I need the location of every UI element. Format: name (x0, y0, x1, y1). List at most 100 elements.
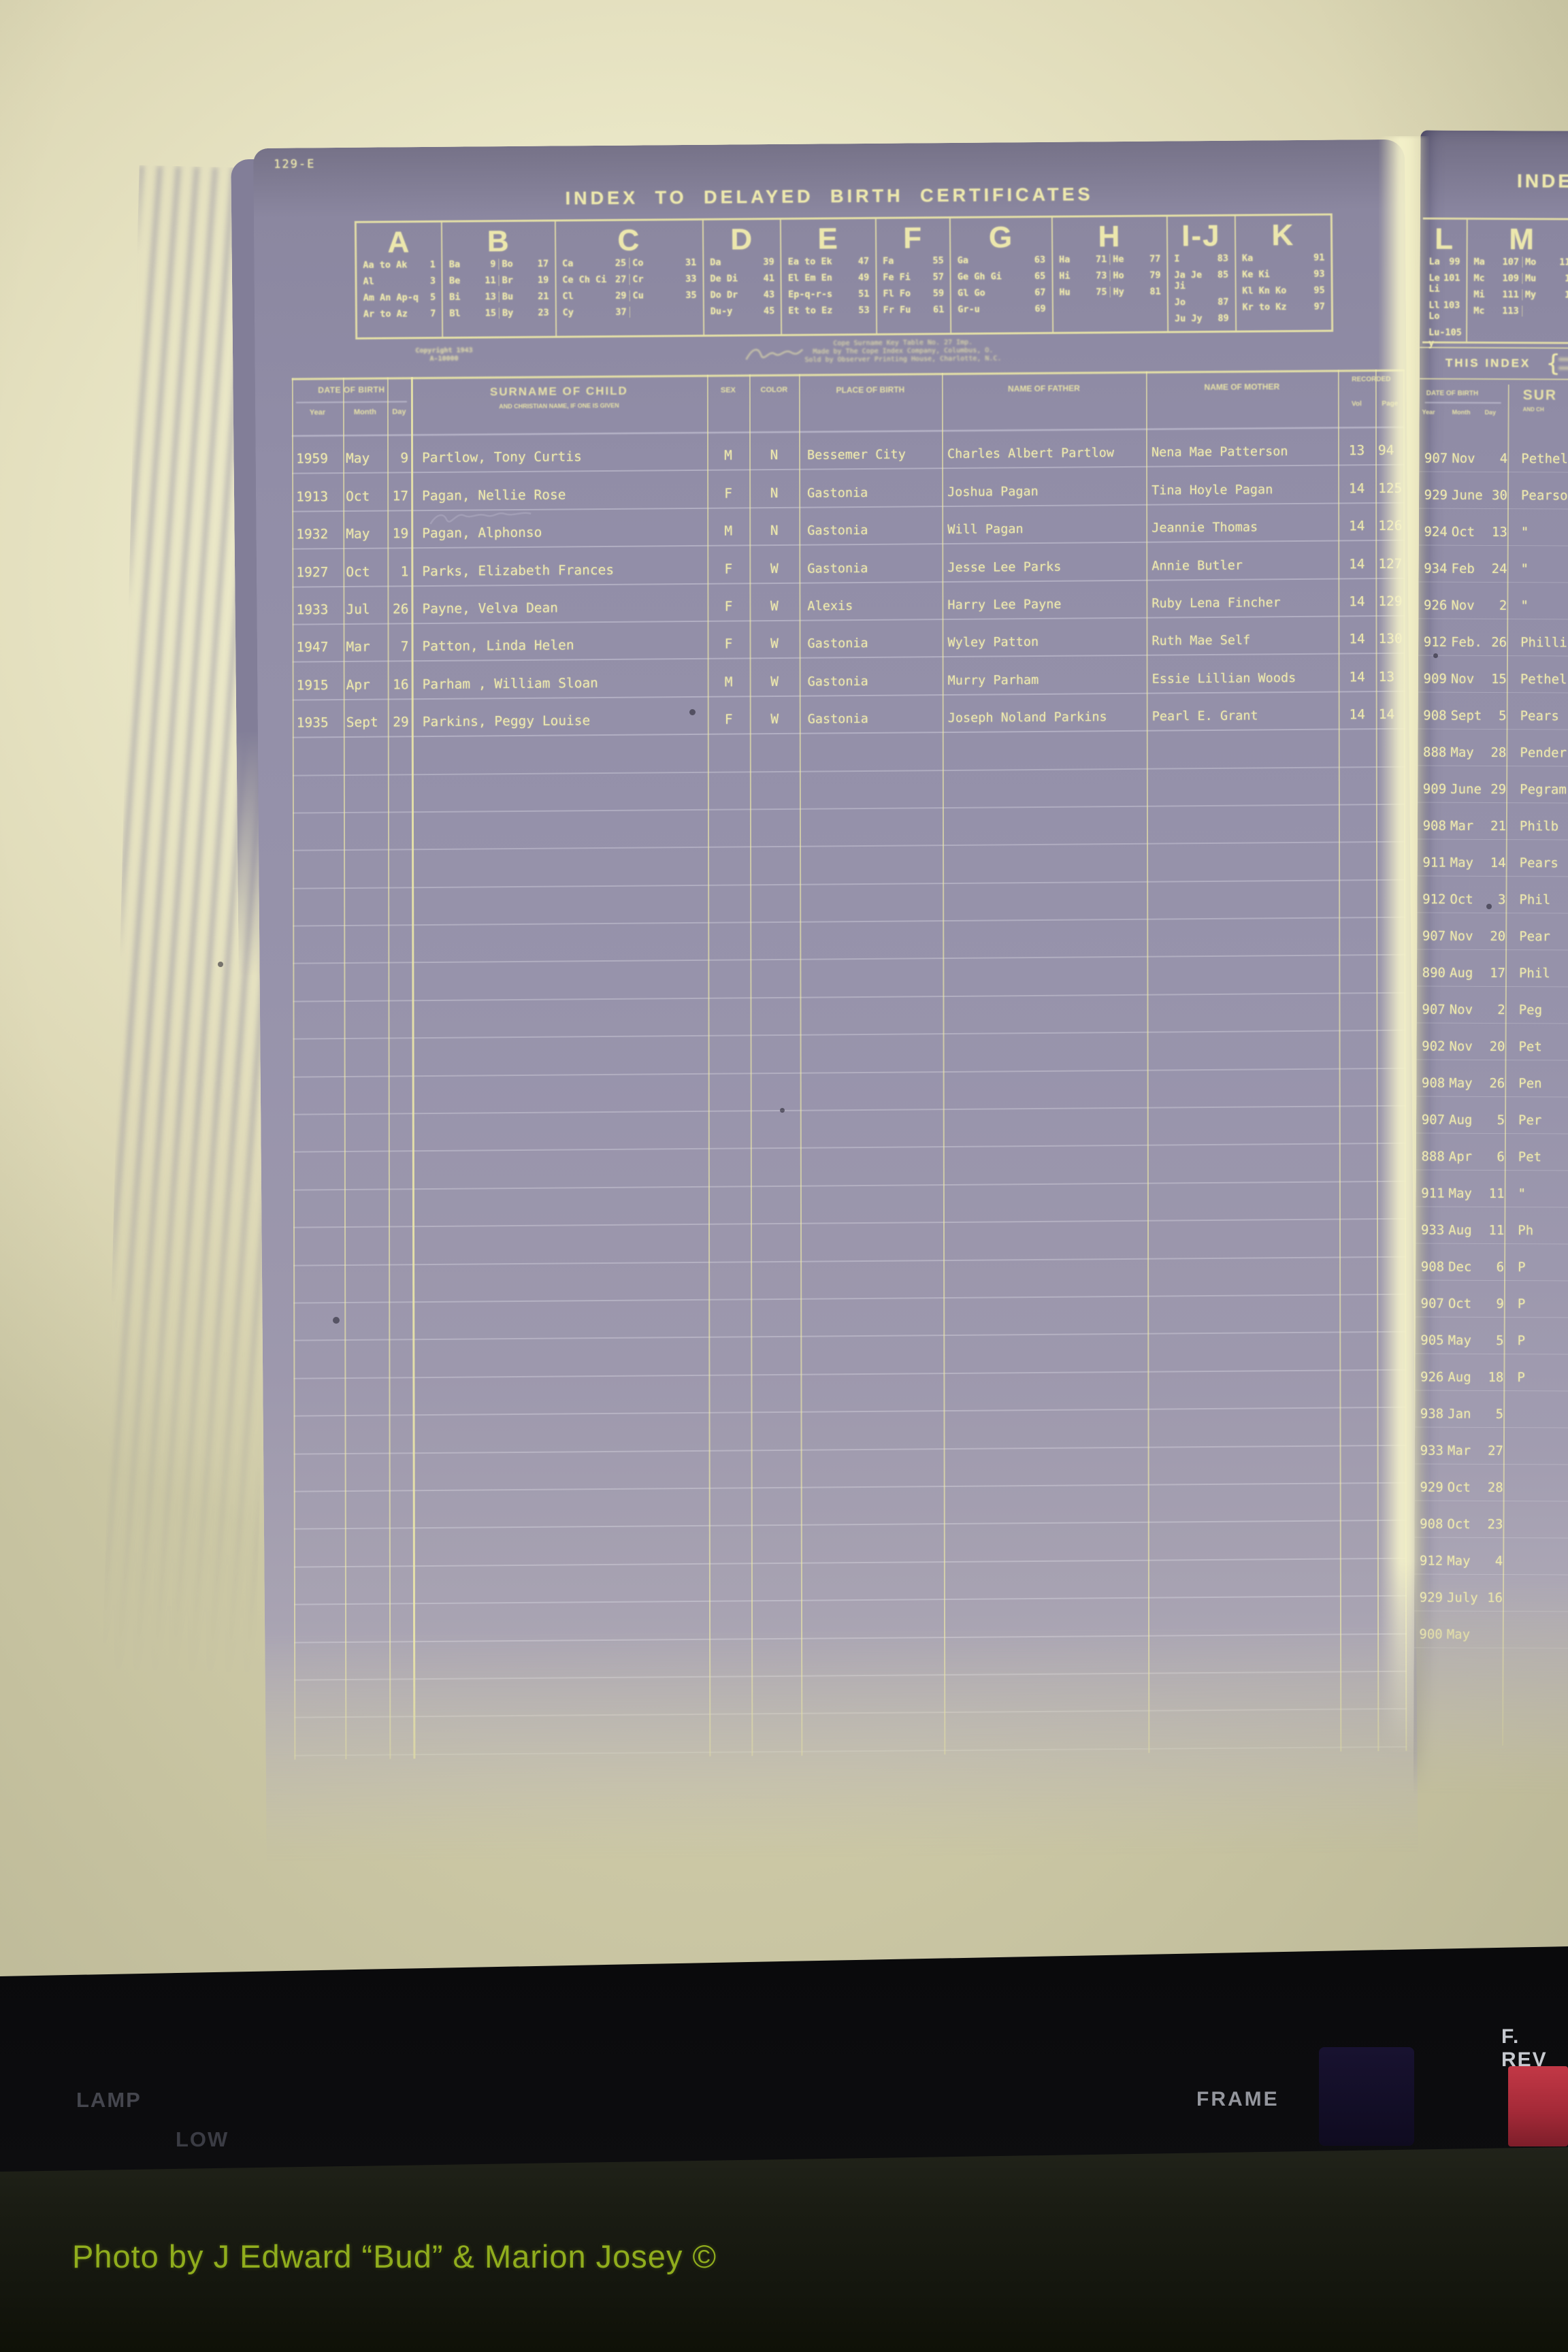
cell-day: 27 (1487, 1443, 1503, 1459)
cell-day: 5 (1495, 1407, 1504, 1422)
alpha-page: 77 (1149, 253, 1161, 265)
cell-place-of-birth: Gastonia (807, 485, 868, 501)
cell-month: Jul (346, 601, 370, 617)
cell-child-name: P (1518, 1260, 1526, 1275)
alpha-range: Ca (562, 258, 574, 270)
alpha-entry: Ba 9 (446, 259, 499, 270)
dark-console-button (1319, 2047, 1414, 2146)
cell-child-name: P (1517, 1333, 1526, 1349)
alpha-page: 45 (763, 305, 775, 317)
alpha-entry: Kl Kn Ko 95 (1239, 285, 1328, 297)
alpha-entry: Ge Gh Gi 65 (955, 271, 1048, 282)
page-number: 129-E (274, 157, 316, 172)
alpha-entry-row: Ar to Az 7 (357, 308, 442, 320)
right-table-row: 890 Aug 17 Phil (1416, 949, 1568, 987)
cell-month: June (1450, 781, 1482, 797)
alpha-page: 43 (763, 289, 775, 301)
cell-day: 9 (1496, 1296, 1504, 1312)
alpha-entry: Bl 15 (446, 308, 499, 319)
lamp-label: LAMP (76, 2088, 142, 2112)
cell-month: May (1450, 745, 1474, 760)
alpha-entry: My 1 (1521, 289, 1568, 301)
cell-color: N (770, 485, 779, 501)
alpha-entry: Ke Ki 93 (1239, 269, 1328, 280)
alpha-entry-row: Al 3 (357, 276, 442, 287)
cell-month: Jan (1448, 1406, 1471, 1422)
alpha-range: Ma (1473, 256, 1485, 267)
cell-mother-name: Pearl E. Grant (1152, 708, 1258, 724)
alpha-page: 93 (1313, 268, 1325, 280)
right-table-row: 926 Aug 18 P (1415, 1354, 1568, 1392)
alpha-entry: Ll Lo 103 (1426, 300, 1463, 322)
alpha-entry: Bu 21 (498, 291, 552, 303)
cell-sex: M (724, 674, 733, 690)
alpha-entry: Fa 55 (880, 255, 947, 267)
cell-child-name (1503, 1569, 1516, 1574)
table-body: 1959 May 9 Partlow, Tony Curtis M N Bessemer C… (292, 427, 1407, 1757)
alpha-entry: Cu 35 (629, 289, 700, 301)
alpha-range: Fa (883, 255, 894, 267)
right-table-row: 912 Feb. 26 Philli (1418, 619, 1568, 657)
alpha-range: My (1524, 289, 1537, 301)
right-alphabet-key-grid: L La 99 Le Li 101 Ll Lo 103 Lu-y 105 M Ma 107 Mo 11 Mc… (1422, 217, 1568, 349)
cell-day: 26 (1491, 634, 1507, 651)
right-table-row: 905 May 5 P (1415, 1317, 1568, 1355)
illegible-print (1558, 366, 1568, 370)
cell-day: 2 (1497, 1002, 1505, 1018)
alpha-range: Ba (448, 259, 461, 270)
alpha-column-G: G Ga 63 Ge Gh Gi 65 Gl Go 67 Gr-u 69 (949, 217, 1052, 333)
cell-child-name: Pet (1518, 1039, 1542, 1055)
right-table-row: 907 Nov 4 Pethel (1419, 435, 1568, 473)
cell-color: W (770, 636, 779, 652)
cell-father-name: Wyley Patton (947, 635, 1039, 651)
cell-day: 19 (392, 525, 409, 542)
alpha-entry: Mc 113 (1471, 306, 1522, 316)
cell-child-name: Pears (1520, 708, 1559, 724)
alpha-entry-row: Fe Fi 57 (877, 272, 950, 283)
alpha-page: 113 (1502, 306, 1519, 317)
right-table-row: 907 Aug 5 Per (1416, 1096, 1568, 1134)
cell-month: May (1446, 1627, 1471, 1642)
alpha-letter: G (988, 220, 1014, 255)
alpha-range: Br (502, 275, 513, 287)
alpha-entry: Br 19 (498, 274, 552, 287)
right-table-row: 929 Oct 28 (1414, 1464, 1568, 1502)
alpha-range: Ka (1241, 252, 1254, 264)
alpha-range: Ep-q-r-s (788, 289, 833, 300)
alpha-letter: E (817, 222, 840, 256)
alpha-column-C: C Ca 25 Co 31 Ce Ch Ci 27 Cr 33 Cl 29 Cu 35 Cy 37 (554, 220, 704, 336)
cell-day: 11 (1488, 1186, 1505, 1202)
cell-month: Mar (1447, 1443, 1471, 1458)
cell-month: Sept (1450, 708, 1482, 723)
cell-day: 14 (1490, 855, 1506, 871)
copyright-note: Copyright 1943 A-10000 (415, 346, 473, 363)
header-divider (295, 401, 407, 404)
alpha-range: Be (448, 275, 461, 287)
alpha-page: 111 (1502, 289, 1519, 301)
cell-color: W (770, 711, 779, 728)
alpha-page: 23 (538, 307, 549, 318)
alpha-entry: Ea to Ek 47 (785, 256, 872, 267)
cell-child-name: P (1517, 1296, 1526, 1312)
alpha-letter: K (1271, 218, 1295, 252)
cell-month: Nov (1452, 451, 1475, 466)
cell-mother-name: Tina Hoyle Pagan (1152, 483, 1273, 498)
cell-year: 1913 (296, 488, 329, 505)
cell-month: Nov (1449, 1039, 1473, 1054)
right-table-row: 924 Oct 13 " (1418, 508, 1568, 546)
cell-child-name: Pethel (1521, 451, 1568, 467)
maker-note: Cope Surname Key Table No. 27 Imp. Made … (804, 338, 1002, 364)
alpha-entry-row: Cl 29 Cu 35 (556, 289, 702, 302)
alpha-page: 1 (429, 259, 436, 270)
right-table-row: 926 Nov 2 " (1418, 582, 1568, 620)
cell-child-name (1503, 1532, 1516, 1537)
alpha-entry: Al 3 (360, 276, 438, 287)
cell-day: 17 (1490, 965, 1506, 981)
birth-records-table: DATE OF BIRTH Year Month Day SURNAME OF … (291, 369, 1407, 1760)
cell-volume: 14 (1349, 593, 1365, 610)
alpha-entry-row: Gr-u 69 (951, 304, 1051, 315)
cell-day: 20 (1490, 928, 1506, 945)
alpha-range: Et to Ez (788, 305, 833, 316)
alpha-entry: Gl Go 67 (955, 287, 1048, 299)
cell-day: 30 (1492, 487, 1508, 504)
